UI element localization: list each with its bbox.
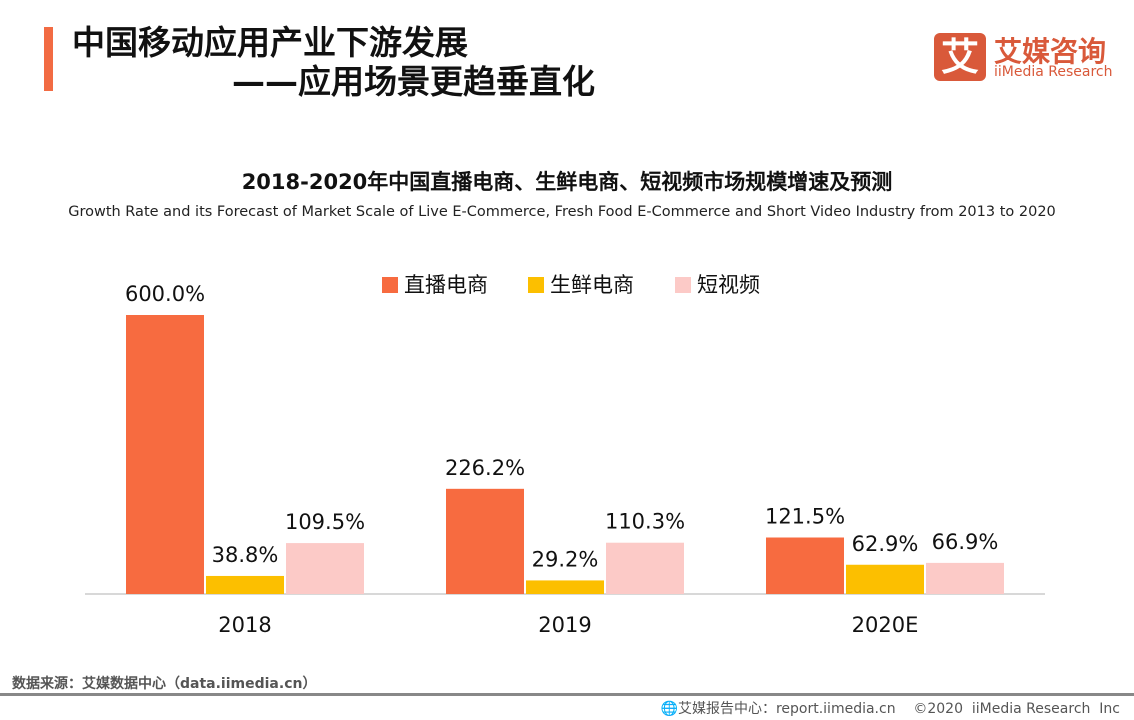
bar (766, 537, 844, 594)
legend-label: 直播电商 (404, 273, 488, 297)
data-label: 600.0% (125, 282, 205, 306)
legend-swatch (382, 277, 398, 293)
legend-swatch (675, 277, 691, 293)
data-label: 66.9% (932, 530, 999, 554)
title-accent-bar (44, 27, 53, 91)
bar (846, 564, 924, 594)
data-label: 29.2% (532, 547, 599, 571)
data-label: 121.5% (765, 505, 845, 529)
bar (526, 580, 604, 594)
data-label: 38.8% (212, 543, 279, 567)
globe-icon: 🌐 (660, 701, 678, 717)
bar (126, 315, 204, 594)
data-source: 数据来源：艾媒数据中心（data.iimedia.cn） (12, 676, 317, 692)
chart-subtitle: Growth Rate and its Forecast of Market S… (68, 204, 1056, 220)
page-title: 中国移动应用产业下游发展 (72, 23, 468, 62)
data-label: 110.3% (605, 510, 685, 534)
x-tick-label: 2020E (852, 613, 919, 637)
bar (606, 542, 684, 594)
footer-report-text: 艾媒报告中心：report.iimedia.cn ©2020 iiMedia R… (677, 701, 1120, 717)
logo-name-cn: 艾媒咨询 (994, 35, 1107, 68)
bar (446, 488, 524, 594)
footer-credit: 🌐艾媒报告中心：report.iimedia.cn ©2020 iiMedia … (661, 698, 1120, 718)
bar (926, 562, 1004, 594)
data-label: 62.9% (852, 532, 919, 556)
data-label: 226.2% (445, 456, 525, 480)
legend-label: 生鲜电商 (550, 273, 634, 297)
bar (206, 575, 284, 594)
x-tick-label: 2019 (538, 613, 591, 637)
legend-swatch (528, 277, 544, 293)
x-tick-label: 2018 (218, 613, 271, 637)
bar (286, 543, 364, 594)
page-subtitle: ——应用场景更趋垂直化 (232, 62, 595, 101)
logo-icon: 艾 (934, 33, 986, 81)
data-label: 109.5% (285, 510, 365, 534)
legend-label: 短视频 (697, 273, 760, 297)
chart-title: 2018-2020年中国直播电商、生鲜电商、短视频市场规模增速及预测 (241, 170, 893, 194)
footer-divider (0, 693, 1134, 696)
logo-name-en: iiMedia Research (994, 64, 1113, 80)
